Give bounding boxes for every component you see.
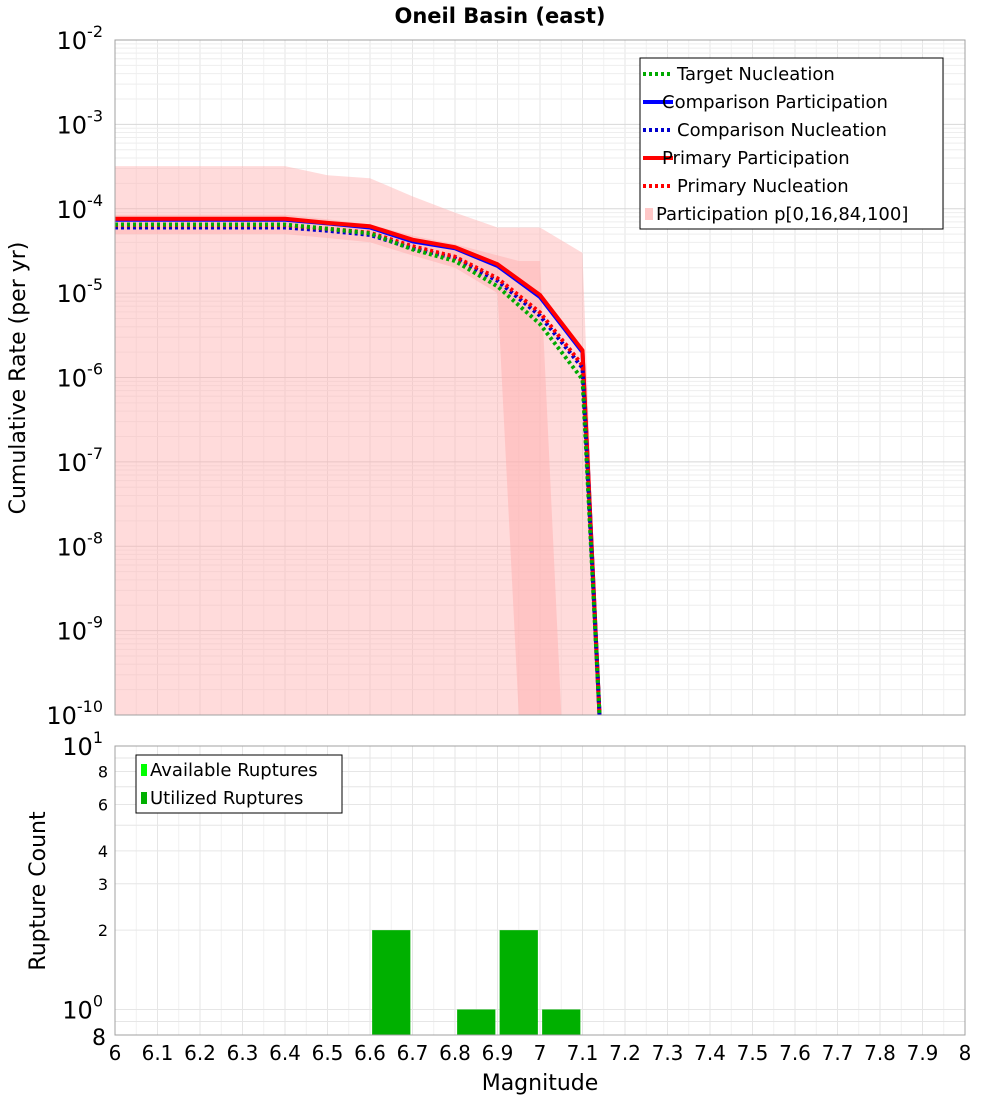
x-tick-label: 7.6 — [779, 1041, 811, 1065]
chart-title: Oneil Basin (east) — [394, 4, 605, 28]
top-y-tick-label: 10-6 — [57, 360, 104, 393]
legend-label: Primary Nucleation — [677, 176, 849, 197]
bottom-y-axis-label: Rupture Count — [26, 811, 51, 971]
top-y-axis-label: Cumulative Rate (per yr) — [6, 242, 31, 515]
legend-label: Comparison Nucleation — [677, 120, 887, 141]
legend-label: Target Nucleation — [676, 64, 835, 85]
x-tick-label: 7.7 — [822, 1041, 854, 1065]
x-tick-label: 6.1 — [142, 1041, 174, 1065]
top-plot-frame — [114, 39, 966, 716]
top-y-tick-label: 10-10 — [46, 697, 103, 730]
series-line-primary-participation — [115, 216, 602, 716]
x-tick-label: 7.2 — [609, 1041, 641, 1065]
x-tick-label: 7.3 — [652, 1041, 684, 1065]
bottom-y-tick-label: 3 — [98, 875, 108, 894]
bottom-y-tick-label: 8 — [98, 763, 108, 782]
top-legend-box — [639, 57, 944, 230]
top-y-tick-label: 10-8 — [57, 528, 104, 561]
legend-label: Comparison Participation — [662, 92, 888, 113]
x-tick-label: 7.9 — [907, 1041, 939, 1065]
x-tick-label: 6 — [109, 1041, 122, 1065]
bottom-y-tick-label: 4 — [98, 842, 108, 861]
x-tick-label: 6.5 — [312, 1041, 344, 1065]
top-y-tick-label: 10-9 — [57, 613, 104, 646]
legend-swatch — [141, 792, 147, 804]
legend-label: Primary Participation — [662, 148, 850, 169]
top-y-tick-labels: 10-2 10-3 10-4 10-5 10-6 10-7 10-8 10-9 10-10 — [46, 22, 103, 730]
x-tick-label: 7.1 — [567, 1041, 599, 1065]
x-tick-label: 6.7 — [397, 1041, 429, 1065]
x-tick-label: 6.9 — [482, 1041, 514, 1065]
x-tick-labels: 6 6.1 6.2 6.3 6.4 6.5 6.6 6.7 6.8 6.9 7 7.1 7.2 7.3 7.… — [109, 1041, 972, 1065]
utilized-ruptures-bar — [499, 930, 538, 1035]
bottom-legend: Available Ruptures Utilized Ruptures — [135, 754, 343, 814]
participation-band — [115, 214, 562, 715]
x-axis-label: Magnitude — [482, 1071, 599, 1096]
legend-swatch — [141, 764, 147, 776]
utilized-ruptures-bar — [372, 930, 411, 1035]
top-y-tick-label: 10-7 — [57, 444, 104, 477]
legend-label: Available Ruptures — [150, 760, 318, 781]
bottom-y-tick-label: 101 — [62, 728, 103, 761]
bottom-legend-box — [135, 754, 343, 814]
top-legend-items: Target Nucleation Comparison Participatio… — [643, 64, 908, 225]
participation-band — [115, 166, 600, 716]
bottom-bars — [372, 930, 581, 1035]
utilized-ruptures-bar — [542, 1009, 581, 1035]
x-tick-label: 6.6 — [354, 1041, 386, 1065]
top-bands — [115, 166, 600, 716]
legend-label: Utilized Ruptures — [150, 788, 303, 809]
legend-label: Participation p[0,16,84,100] — [656, 204, 908, 225]
bottom-y-tick-label: 6 — [98, 795, 108, 814]
x-tick-label: 7.4 — [694, 1041, 726, 1065]
top-y-tick-label: 10-5 — [57, 275, 104, 308]
bottom-y-tick-label: 100 — [62, 991, 103, 1024]
top-y-tick-label: 10-3 — [57, 106, 104, 139]
x-tick-label: 6.2 — [184, 1041, 216, 1065]
bottom-legend-items: Available Ruptures Utilized Ruptures — [141, 760, 318, 809]
series-line-target-nucleation — [115, 222, 602, 716]
top-lines — [115, 216, 602, 716]
bottom-plot-frame — [114, 745, 966, 1036]
legend-swatch — [645, 208, 653, 220]
bottom-y-tick-label: 2 — [98, 921, 108, 940]
top-y-tick-label: 10-4 — [57, 191, 104, 224]
x-tick-label: 8 — [959, 1041, 972, 1065]
utilized-ruptures-bar — [457, 1009, 496, 1035]
series-line-comparison-nucleation — [115, 225, 602, 716]
x-tick-label: 6.4 — [269, 1041, 301, 1065]
bottom-y-tick-label: 8 — [92, 1026, 106, 1051]
x-tick-label: 7.8 — [864, 1041, 896, 1065]
x-tick-label: 6.8 — [439, 1041, 471, 1065]
x-tick-label: 7.5 — [737, 1041, 769, 1065]
top-y-tick-label: 10-2 — [57, 22, 104, 55]
x-tick-label: 7 — [534, 1041, 547, 1065]
x-tick-label: 6.3 — [227, 1041, 259, 1065]
top-legend: Target Nucleation Comparison Participatio… — [639, 57, 944, 230]
